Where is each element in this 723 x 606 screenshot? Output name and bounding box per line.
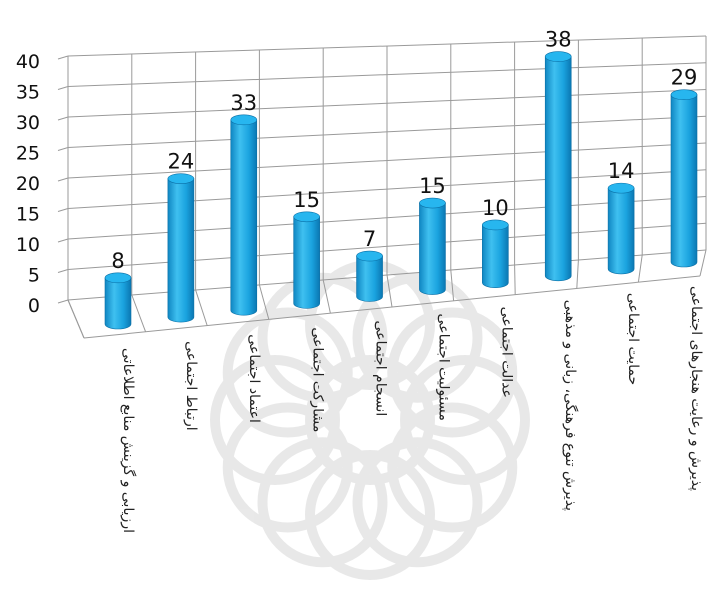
y-tick-label: 15 — [16, 204, 40, 226]
bar-top — [230, 114, 258, 126]
bar-body — [356, 255, 383, 302]
y-tick-label: 30 — [16, 112, 40, 134]
watermark-center — [305, 355, 435, 485]
data-label: 29 — [671, 66, 698, 90]
floor-line — [258, 284, 270, 320]
watermark-petal — [257, 437, 388, 568]
gridline-side — [57, 208, 69, 212]
bar-body — [482, 224, 509, 288]
bar-top — [419, 197, 446, 209]
gridline-side — [57, 55, 69, 60]
floor-line — [576, 259, 579, 289]
y-tick-label: 5 — [28, 265, 40, 287]
y-tick-label: 35 — [16, 82, 40, 104]
gridline-side — [57, 238, 69, 243]
watermark-petal — [387, 307, 518, 438]
data-label: 33 — [230, 91, 257, 115]
watermark-petal — [352, 437, 483, 568]
gridline-side — [57, 177, 69, 182]
bar-body — [104, 277, 132, 330]
floor-line — [514, 264, 516, 295]
floor-front-edge — [83, 275, 701, 339]
x-tick-label: انسجام اجتماعی — [372, 320, 388, 416]
y-tick-label: 10 — [16, 234, 40, 256]
watermark-petal — [305, 450, 435, 580]
gridline-side — [57, 299, 69, 304]
x-tick-label: پذیرش و رعایت هنجارهای اجتماعی — [688, 286, 704, 491]
gridline-side — [57, 269, 69, 273]
y-axis: 0 5 10 15 20 25 30 35 40 — [16, 51, 40, 317]
x-tick-label: پذیرش تنوع فرهنگی، زبانی و مذهبی — [562, 300, 579, 511]
gridline-side — [57, 86, 69, 90]
data-label: 14 — [608, 159, 635, 183]
bar: 38 — [544, 28, 572, 282]
floor-left-edge — [67, 299, 85, 339]
x-tick-label: اعتماد اجتماعی — [246, 334, 262, 423]
bar-body — [419, 202, 446, 295]
bar: 24 — [167, 150, 195, 323]
bar: 29 — [670, 66, 698, 268]
bar-body — [293, 216, 320, 309]
bar-body — [544, 56, 572, 282]
bar-top — [670, 89, 698, 101]
bar-top — [167, 173, 195, 184]
bar-body — [607, 187, 635, 275]
y-tick-label: 40 — [16, 51, 40, 73]
floor-line — [131, 294, 147, 332]
x-tick-label: حمایت اجتماعی — [625, 293, 641, 385]
bar: 33 — [230, 91, 258, 316]
x-tick-label: مشارکت اجتماعی — [309, 327, 325, 432]
x-tick-label: ارزیابی و گزینش منابع اطلاعاتی — [120, 348, 137, 533]
bar-top — [482, 219, 509, 231]
bar-body — [230, 119, 258, 316]
watermark-petal — [222, 307, 353, 438]
x-tick-label: ارتباط اجتماعی — [183, 341, 199, 431]
watermark-petal — [387, 402, 518, 533]
floor-line — [699, 249, 707, 277]
watermark-petal — [400, 355, 530, 485]
bar: 14 — [607, 159, 635, 275]
bar-top — [293, 211, 320, 223]
y-tick-label: 25 — [16, 143, 40, 165]
watermark-petal — [210, 355, 340, 485]
y-tick-label: 20 — [16, 173, 40, 195]
bar: 15 — [293, 188, 320, 309]
bar-top — [104, 272, 132, 284]
bars: 8 24 33 15 7 15 10 38 14 29 — [104, 28, 698, 330]
bar-top — [607, 182, 635, 194]
watermark-petal — [222, 402, 353, 533]
bar-body — [167, 178, 195, 323]
y-tick-label: 0 — [28, 295, 40, 317]
watermark-petal — [257, 272, 388, 403]
data-label: 15 — [419, 174, 446, 198]
floor-line — [322, 279, 331, 314]
floor-line — [450, 269, 455, 301]
data-label: 7 — [363, 227, 376, 251]
floor-line — [637, 254, 643, 283]
bar: 15 — [419, 174, 446, 295]
x-tick-label: مسئولیت اجتماعی — [436, 314, 452, 421]
x-axis: ارزیابی و گزینش منابع اطلاعاتی ارتباط اجت… — [120, 286, 704, 533]
x-tick-label: عدالت اجتماعی — [499, 307, 515, 398]
bar-body — [670, 94, 698, 268]
data-label: 15 — [293, 188, 320, 212]
gridline-side — [57, 147, 69, 151]
bar-top — [544, 51, 572, 62]
data-label: 38 — [545, 28, 572, 52]
gridline-side — [57, 116, 69, 121]
bar: 7 — [356, 227, 383, 302]
watermark-petal — [352, 272, 483, 403]
bar: 10 — [482, 196, 509, 288]
floor-line — [386, 274, 393, 308]
floor-line — [195, 289, 208, 326]
data-label: 24 — [168, 150, 195, 174]
bar-top — [356, 250, 383, 262]
data-label: 8 — [111, 249, 124, 273]
data-label: 10 — [482, 196, 509, 220]
bar: 8 — [104, 249, 132, 330]
